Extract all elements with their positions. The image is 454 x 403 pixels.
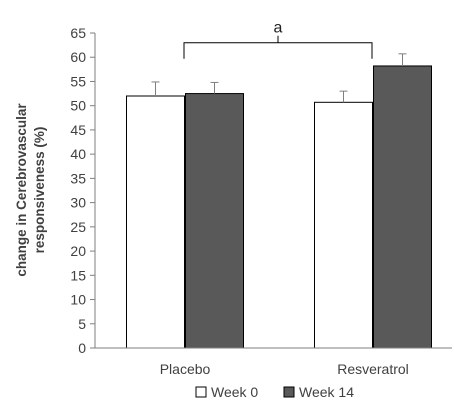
bars [126,65,432,349]
y-tick-label: 0 [78,340,86,356]
y-axis-title-line-1: change in Cerebrovascular [14,103,29,277]
y-axis-title: change in Cerebrovascular responsiveness… [14,103,47,277]
significance-bracket: a [183,20,373,59]
y-tick-label: 60 [70,49,86,65]
y-tick-label: 45 [70,122,86,138]
error-bars [151,53,407,103]
x-tick-label: Placebo [160,361,211,377]
bar [185,93,244,349]
y-tick-label: 40 [70,146,86,162]
x-tick-label: Resveratrol [337,361,409,377]
y-tick-label: 20 [70,243,86,259]
bracket-line [183,42,373,59]
y-tick-label: 35 [70,170,86,186]
bar [373,65,432,349]
legend-swatch [283,386,295,398]
y-tick-label: 5 [78,316,86,332]
bar [314,101,373,349]
legend-label: Week 14 [299,384,354,400]
y-axis-title-line-2: responsiveness (%) [32,127,47,254]
legend: Week 0 Week 14 [195,384,354,400]
y-tick-label: 25 [70,219,86,235]
y-tick-label: 30 [70,195,86,211]
x-axis-tick-labels: Placebo Resveratrol [160,361,409,377]
legend-label: Week 0 [211,384,258,400]
y-tick-label: 55 [70,73,86,89]
significance-label: a [274,20,283,37]
axes [94,33,452,349]
y-tick-label: 50 [70,98,86,114]
legend-swatch [195,386,207,398]
y-tick-label: 65 [70,25,86,41]
y-tick-label: 15 [70,267,86,283]
y-tick-label: 10 [70,292,86,308]
bar [126,95,185,349]
y-axis-ticks: 0 5 10 15 20 25 30 35 40 45 50 55 60 65 [70,25,95,356]
